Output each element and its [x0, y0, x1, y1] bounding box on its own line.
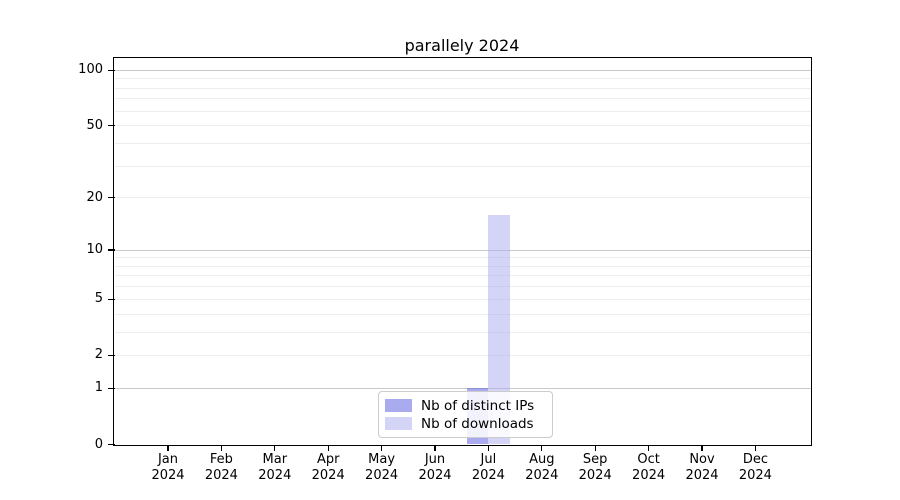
legend: Nb of distinct IPs Nb of downloads [378, 391, 553, 438]
x-tick-label-year: 2024 [578, 467, 612, 483]
y-tick [107, 443, 115, 446]
x-tick-label-month: Feb [209, 452, 233, 467]
x-tick [434, 446, 436, 451]
y-tick-label: 1 [94, 380, 103, 396]
x-tick-label: Sep 2024 [563, 452, 627, 483]
gridline-minor [114, 165, 811, 167]
y-tick [107, 387, 115, 389]
x-tick-label: May 2024 [350, 452, 414, 483]
x-tick-label-month: Nov [689, 452, 715, 467]
legend-row-downloads: Nb of downloads [385, 415, 544, 432]
x-tick [541, 446, 543, 451]
gridline-minor [114, 78, 811, 80]
x-tick-label-year: 2024 [311, 467, 345, 483]
x-tick-label: Mar 2024 [243, 452, 307, 483]
x-tick [647, 446, 650, 451]
x-tick [274, 446, 276, 451]
gridline-minor [114, 142, 811, 144]
x-tick-label: Dec 2024 [723, 452, 787, 483]
legend-row-distinct-ips: Nb of distinct IPs [385, 397, 544, 414]
x-tick-label: Feb 2024 [189, 452, 253, 483]
x-tick-label-month: Oct [637, 452, 660, 467]
x-tick-label: Jun 2024 [403, 452, 467, 483]
gridline-minor [114, 354, 811, 356]
x-tick-label-year: 2024 [738, 467, 772, 483]
gridline-minor [114, 298, 811, 300]
x-tick-label-month: Apr [316, 452, 340, 467]
x-tick-label-year: 2024 [685, 467, 719, 483]
x-tick [701, 446, 703, 451]
x-tick-label-month: Dec [742, 452, 768, 467]
y-tick [107, 125, 115, 127]
gridline-minor [114, 110, 811, 112]
x-tick-label-month: May [368, 452, 396, 467]
y-tick-label: 100 [78, 62, 103, 78]
x-tick-label: Nov 2024 [670, 452, 734, 483]
gridline-minor [114, 275, 811, 277]
x-tick-label-month: Jun [424, 452, 446, 467]
x-tick-label-year: 2024 [632, 467, 666, 483]
x-tick-label-year: 2024 [525, 467, 559, 483]
gridline-minor [114, 265, 811, 267]
gridline-minor [114, 98, 811, 100]
bar-nb-of-downloads-jul-2024 [488, 214, 510, 445]
gridline-minor [114, 331, 811, 333]
x-tick [754, 446, 757, 451]
gridline-minor [114, 286, 811, 288]
gridline-major [114, 69, 811, 71]
x-tick-label: Aug 2024 [510, 452, 574, 483]
x-tick-label-year: 2024 [258, 467, 292, 483]
y-tick-label: 5 [94, 291, 103, 307]
gridline-minor [114, 87, 811, 89]
legend-swatch-distinct-ips [385, 399, 412, 412]
x-tick [594, 446, 596, 451]
plot-area [113, 57, 812, 446]
x-tick-label-month: Aug [529, 452, 555, 467]
y-tick [107, 197, 115, 199]
y-tick-label: 10 [86, 242, 103, 258]
x-tick [167, 446, 169, 451]
x-tick-label-month: Jul [480, 452, 497, 467]
x-tick-label: Jan 2024 [136, 452, 200, 483]
legend-swatch-downloads [385, 417, 412, 430]
y-tick-label: 0 [94, 436, 103, 452]
y-tick [107, 249, 115, 251]
x-tick-label: Jul 2024 [456, 452, 520, 483]
y-tick [107, 69, 115, 72]
gridline-minor [114, 313, 811, 315]
y-tick-label: 50 [86, 117, 103, 133]
x-tick-label-year: 2024 [418, 467, 452, 483]
x-tick [220, 446, 223, 451]
x-tick [327, 446, 329, 451]
chart-title: parallely 2024 [404, 36, 520, 55]
gridline-minor [114, 257, 811, 259]
x-tick-label-month: Jan [157, 452, 179, 467]
y-tick [107, 354, 115, 357]
x-tick-label: Apr 2024 [296, 452, 360, 483]
legend-label-distinct-ips: Nb of distinct IPs [421, 397, 535, 414]
x-tick [487, 446, 490, 451]
x-tick-label-year: 2024 [365, 467, 399, 483]
x-tick-label-month: Sep [582, 452, 608, 467]
x-tick-label-year: 2024 [471, 467, 505, 483]
x-tick [380, 446, 383, 451]
y-tick [107, 298, 115, 300]
gridline-major [114, 249, 811, 251]
gridline-minor [114, 197, 811, 199]
y-tick-label: 20 [86, 189, 103, 205]
gridline-minor [114, 125, 811, 127]
y-tick-label: 2 [94, 347, 103, 363]
x-tick-label-year: 2024 [151, 467, 185, 483]
x-tick-label-year: 2024 [204, 467, 238, 483]
x-tick-label: Oct 2024 [617, 452, 681, 483]
x-tick-label-month: Mar [262, 452, 288, 467]
legend-label-downloads: Nb of downloads [421, 415, 534, 432]
gridline-major [114, 387, 811, 389]
